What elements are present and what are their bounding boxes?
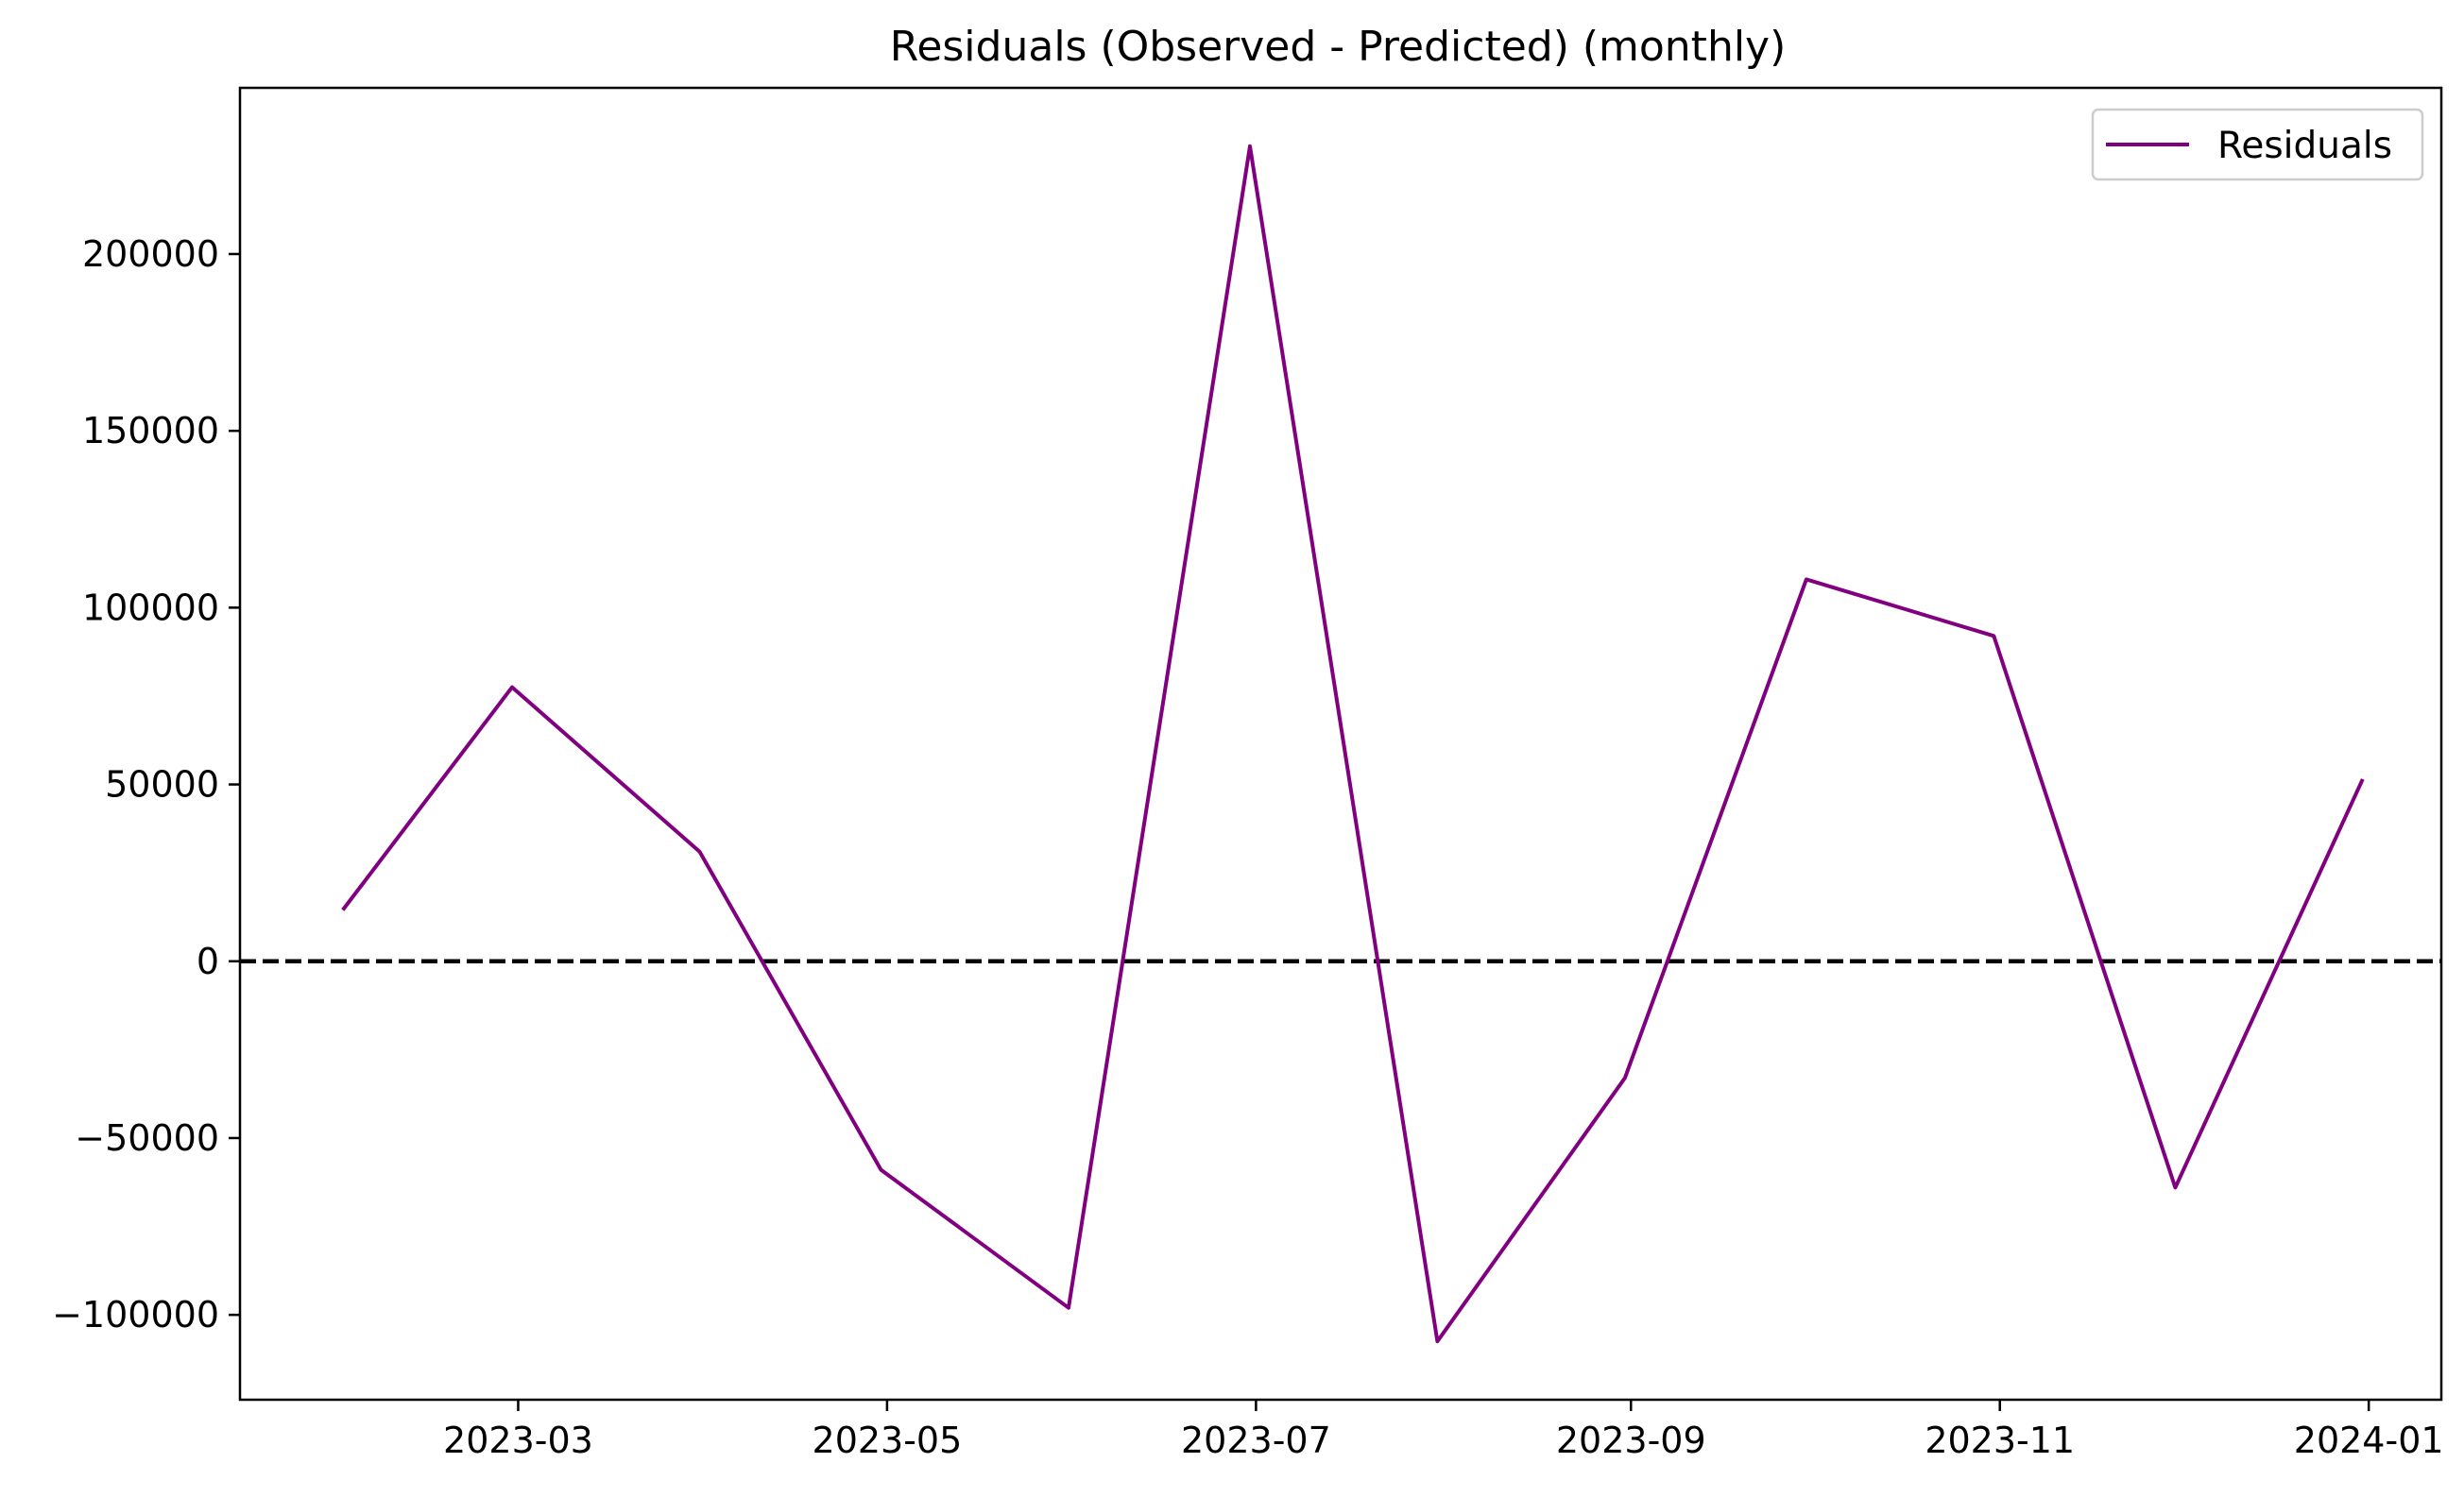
x-tick-label: 2023-03 [443, 1420, 593, 1461]
x-axis: 2023-03 2023-05 2023-07 2023-09 2023-11 2024-… [443, 1400, 2444, 1461]
y-tick-label: 50000 [105, 764, 219, 806]
plot-frame [240, 88, 2441, 1400]
x-tick-label: 2023-07 [1181, 1420, 1331, 1461]
chart-title: Residuals (Observed - Predicted) (monthl… [890, 23, 1787, 71]
y-tick-label: 200000 [82, 233, 219, 275]
y-tick-label: 0 [197, 941, 219, 982]
y-tick-label: −100000 [52, 1294, 219, 1335]
y-tick-label: 150000 [82, 410, 219, 451]
series-line-residuals [343, 146, 2363, 1341]
legend-label-residuals: Residuals [2217, 125, 2392, 167]
x-tick-label: 2023-05 [813, 1420, 963, 1461]
plot-area [240, 146, 2441, 1341]
y-axis: −100000 −50000 0 50000 100000 150000 200000 [52, 233, 240, 1335]
y-tick-label: −50000 [75, 1117, 219, 1159]
x-tick-label: 2023-11 [1925, 1420, 2075, 1461]
legend: Residuals [2093, 110, 2422, 179]
x-tick-label: 2024-01 [2294, 1420, 2444, 1461]
x-tick-label: 2023-09 [1556, 1420, 1706, 1461]
y-tick-label: 100000 [82, 587, 219, 628]
